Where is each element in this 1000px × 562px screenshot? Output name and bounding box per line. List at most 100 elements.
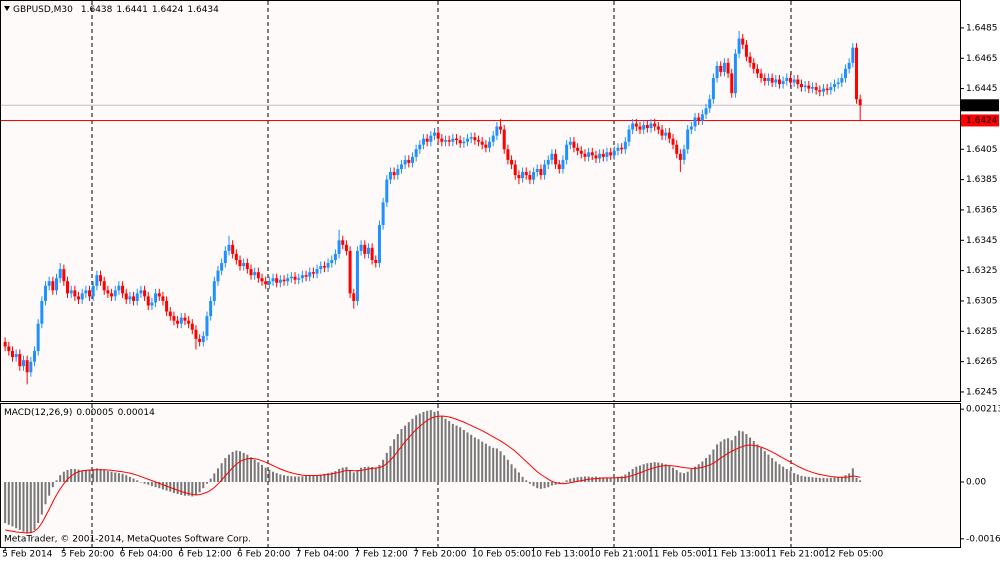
macd-bar [510, 464, 513, 483]
candle-body [726, 62, 730, 74]
macd-bar [88, 469, 91, 483]
macd-bar [752, 440, 755, 483]
macd-bar [264, 467, 267, 483]
symbol-icon [4, 6, 10, 11]
candle-body [759, 73, 763, 78]
indicator-title: MACD(12,26,9) [4, 408, 72, 418]
candle-body [128, 296, 132, 300]
candle-body [675, 144, 679, 154]
candle-body [781, 81, 785, 85]
y-tick-label: 1.6265 [966, 357, 998, 367]
macd-bar [18, 482, 21, 530]
candle-body [605, 152, 609, 157]
candle-body [113, 290, 117, 297]
candle-body [319, 266, 323, 270]
candle-body [513, 164, 517, 176]
candle-body [733, 53, 737, 94]
macd-bar [209, 478, 212, 483]
candle-body [271, 278, 275, 282]
candle-body [14, 354, 18, 358]
macd-bar [829, 477, 832, 483]
candle-body [499, 126, 503, 130]
candle-body [275, 278, 279, 283]
macd-bar [242, 452, 245, 483]
candle-body [410, 156, 414, 163]
candle-body [51, 281, 55, 291]
candle-body [543, 164, 547, 176]
level-label: 1.6424 [966, 116, 998, 126]
candle-body [598, 153, 602, 159]
macd-bar [818, 477, 821, 483]
candle-body [264, 281, 268, 285]
candle-body [466, 138, 470, 142]
candle-body [737, 38, 741, 54]
candle-body [711, 77, 715, 100]
candle-body [847, 62, 851, 69]
candle-body [84, 290, 88, 294]
macd-bar [539, 482, 542, 489]
candle-body [524, 172, 528, 176]
candle-body [110, 293, 114, 297]
candle-body [792, 79, 796, 83]
signal-line [5, 415, 861, 534]
macd-bar [220, 463, 223, 483]
candle-body [293, 276, 297, 280]
macd-bar [851, 468, 854, 483]
macd-bar [103, 470, 106, 483]
candle-body [88, 290, 92, 297]
candle-body [708, 99, 712, 109]
candle-body [21, 360, 25, 367]
macd-bar [679, 472, 682, 483]
candle-body [58, 269, 62, 279]
macd-bar [143, 482, 146, 484]
candle-body [788, 77, 792, 83]
macd-bar [712, 449, 715, 483]
macd-bar [161, 482, 164, 490]
candle-body [755, 68, 759, 74]
candle-body [157, 293, 161, 297]
candle-body [289, 276, 293, 279]
candle-body [18, 354, 22, 367]
macd-bar [672, 467, 675, 483]
candle-body [62, 269, 66, 282]
y-tick-label: 0.00 [966, 478, 986, 488]
candle-body [660, 129, 664, 136]
candle-body [366, 247, 370, 254]
chart-header: GBPUSD,M30 1.6438 1.6441 1.6424 1.6434 [13, 5, 219, 15]
macd-bar [268, 469, 271, 483]
x-tick-label: 7 Feb 04:00 [296, 550, 350, 560]
macd-bar [393, 439, 396, 483]
macd-bar [154, 482, 157, 488]
macd-bar [15, 482, 18, 529]
macd-bar [356, 470, 359, 483]
chart-title: GBPUSD,M30 [13, 5, 73, 15]
x-tick-label: 10 Feb 21:00 [589, 550, 648, 560]
macd-bar [572, 477, 575, 483]
candle-body [810, 87, 814, 89]
candle-body [407, 159, 411, 163]
candle-body [671, 138, 675, 145]
macd-bar [92, 469, 95, 483]
macd-bar [250, 457, 253, 483]
last-close: 1.6434 [187, 5, 219, 15]
candle-body [645, 125, 649, 129]
candle-body [44, 285, 48, 301]
candle-body [25, 360, 29, 373]
macd-bar [503, 455, 506, 483]
macd-bar [323, 473, 326, 483]
candle-body [315, 269, 319, 274]
macd-bar [477, 439, 480, 483]
macd-panel [0, 403, 961, 548]
macd-bar [176, 482, 179, 494]
macd-bar [859, 480, 862, 483]
macd-bar [642, 464, 645, 483]
macd-bar [99, 469, 102, 483]
macd-bar [95, 468, 98, 483]
x-tick-label: 10 Feb 05:00 [472, 550, 531, 560]
candle-body [341, 240, 345, 245]
macd-bar [128, 476, 131, 483]
x-tick-label: 11 Feb 21:00 [765, 550, 824, 560]
macd-bar [782, 466, 785, 483]
macd-bar [616, 476, 619, 483]
